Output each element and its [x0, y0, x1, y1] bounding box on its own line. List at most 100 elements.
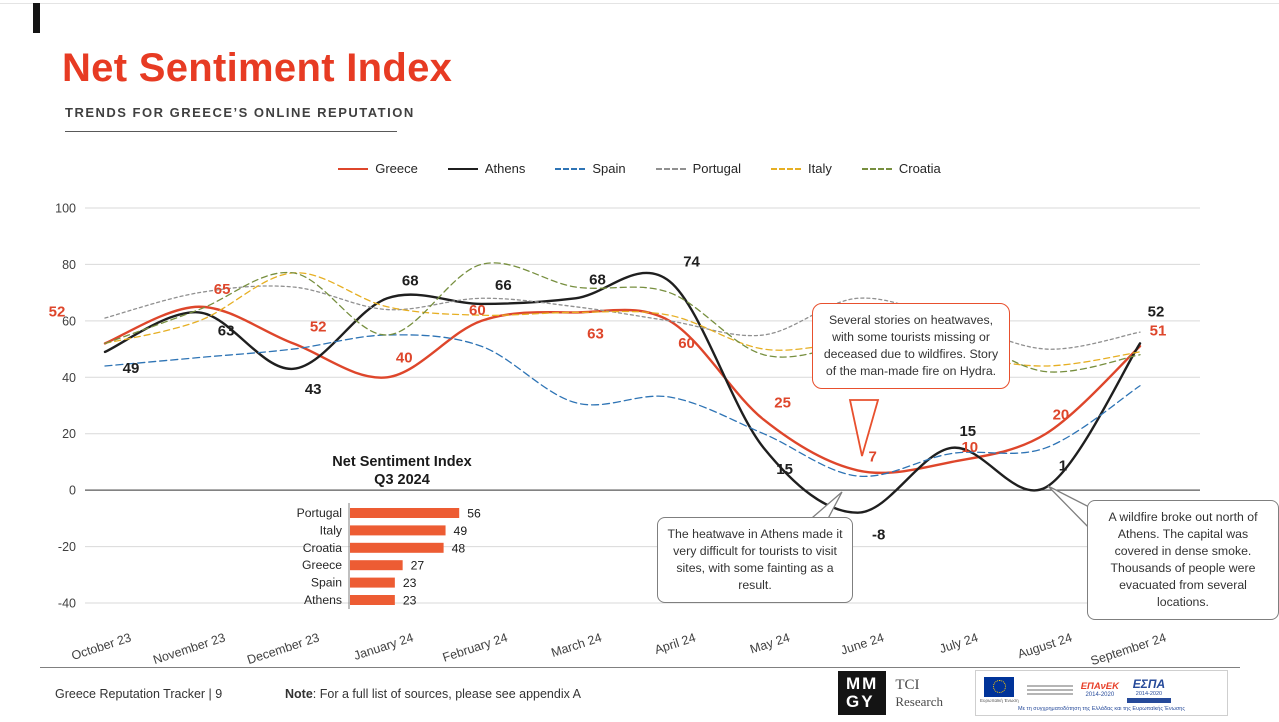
inset-value-spain: 23 [403, 576, 417, 590]
legend-label-spain: Spain [592, 161, 626, 176]
inset-category-greece: Greece [302, 558, 342, 572]
series-line-athens [103, 271, 1142, 514]
footer-page-label: Greece Reputation Tracker | 9 [55, 687, 223, 701]
x-tick-label: April 24 [653, 631, 698, 657]
mmgy-logo-bottom: GY [846, 692, 875, 711]
inset-value-greece: 27 [411, 559, 425, 573]
x-tick-label: March 24 [549, 631, 603, 660]
point-label-athens: 52 [1148, 303, 1165, 320]
footer-note: Note: For a full list of sources, please… [285, 687, 581, 701]
footer-divider [40, 667, 1240, 668]
eu-cofunding-text: Με τη συγχρηματοδότηση της Ελλάδας και τ… [1017, 706, 1185, 712]
legend-item-spain: Spain [555, 161, 626, 176]
point-label-athens: 43 [305, 381, 322, 398]
legend-swatch-portugal [655, 167, 686, 170]
legend-label-athens: Athens [484, 161, 526, 176]
point-label-greece: 60 [469, 302, 486, 319]
inset-bar-athens [350, 595, 395, 605]
y-tick-label: 40 [62, 371, 76, 385]
y-tick-label: 20 [62, 427, 76, 441]
legend-swatch-greece [338, 167, 369, 170]
point-label-athens: 68 [589, 271, 606, 288]
inset-bar-greece [350, 560, 403, 571]
y-tick-label: -40 [58, 597, 76, 611]
tci-logo-top: TCI [895, 676, 920, 693]
eu-stars-icon [992, 680, 1006, 693]
y-tick-label: 80 [62, 258, 76, 272]
inset-value-croatia: 48 [452, 541, 466, 555]
point-label-greece: 7 [869, 448, 877, 465]
inset-value-italy: 49 [454, 524, 468, 538]
y-tick-label: 0 [69, 484, 76, 498]
corner-mark [33, 3, 40, 33]
x-tick-label: June 24 [839, 631, 886, 658]
legend-item-greece: Greece [338, 161, 418, 176]
series-line-croatia [104, 262, 1141, 373]
mmgy-tci-logo: MM GY TCI Research [838, 671, 943, 715]
inset-title-line2: Q3 2024 [374, 472, 430, 488]
point-label-greece: 25 [774, 395, 791, 412]
point-label-athens: 63 [218, 322, 235, 339]
x-tick-label: February 24 [441, 631, 509, 665]
footer-note-label: Note [285, 687, 313, 701]
tci-logo-bottom: Research [895, 693, 943, 709]
y-tick-label: 60 [62, 314, 76, 328]
eu-funding-logos: Ευρωπαϊκή Ένωση ΕΠΑνΕΚ 2014-2020 ΕΣΠΑ 20… [975, 670, 1228, 716]
point-label-greece: 40 [396, 349, 413, 366]
subtitle-underline [65, 131, 397, 132]
epanek-name: ΕΠΑνΕΚ [1080, 681, 1119, 692]
legend-item-athens: Athens [447, 161, 526, 176]
inset-category-spain: Spain [311, 576, 342, 590]
espa-bar [1126, 697, 1171, 703]
inset-bar-spain [350, 577, 395, 588]
x-tick-label: November 23 [151, 631, 227, 668]
inset-category-croatia: Croatia [303, 541, 343, 555]
espa-years: 2014-2020 [1135, 690, 1163, 697]
epanek-years: 2014-2020 [1085, 692, 1115, 698]
top-rule [0, 3, 1279, 4]
y-tick-label: 100 [55, 202, 76, 216]
callout-tail [848, 399, 880, 457]
inset-bar-croatia [350, 542, 444, 553]
hellenic-ministry-logo [1026, 684, 1073, 695]
legend-swatch-croatia [861, 167, 892, 170]
callout-athens-heatwave: The heatwave in Athens made it very diff… [657, 517, 853, 603]
legend-swatch-athens [447, 167, 478, 170]
point-label-athens: 49 [123, 360, 140, 377]
legend-item-portugal: Portugal [655, 161, 742, 176]
x-tick-label: May 24 [748, 631, 791, 657]
inset-category-portugal: Portugal [297, 506, 342, 520]
x-tick-label: July 24 [938, 631, 980, 657]
point-label-athens: 15 [776, 461, 793, 478]
page-subtitle: TRENDS FOR GREECE’S ONLINE REPUTATION [65, 105, 415, 120]
legend-label-portugal: Portugal [692, 161, 742, 176]
callout-heatwaves-text: Several stories on heatwaves, with some … [823, 313, 999, 378]
point-label-greece: 63 [587, 325, 604, 342]
callout-athens-heatwave-text: The heatwave in Athens made it very diff… [667, 527, 843, 592]
espa-logo: ΕΣΠΑ 2014-2020 [1126, 676, 1171, 703]
point-label-athens: 68 [402, 272, 419, 289]
callout-wildfire-text: A wildfire broke out north of Athens. Th… [1108, 510, 1258, 609]
inset-value-portugal: 56 [467, 507, 481, 521]
legend-item-italy: Italy [771, 161, 832, 176]
callout-wildfire: A wildfire broke out north of Athens. Th… [1087, 500, 1279, 620]
inset-title-line1: Net Sentiment Index [332, 454, 471, 470]
point-label-athens: 15 [959, 423, 976, 440]
footer-note-text: : For a full list of sources, please see… [312, 687, 581, 701]
callout-heatwaves: Several stories on heatwaves, with some … [812, 303, 1010, 389]
mmgy-logo-top: MM [846, 674, 879, 694]
inset-bar-italy [350, 525, 446, 536]
point-label-greece: 10 [961, 439, 978, 456]
legend-label-italy: Italy [808, 161, 832, 176]
mmgy-logo: MM GY [838, 671, 887, 715]
point-label-greece: 20 [1053, 407, 1070, 424]
espa-name: ΕΣΠΑ [1132, 676, 1166, 691]
series-line-spain [104, 334, 1141, 478]
point-label-greece: 51 [1150, 322, 1167, 339]
inset-value-athens: 23 [403, 594, 417, 608]
legend-swatch-spain [555, 167, 586, 170]
tci-research-logo: TCI Research [895, 671, 943, 715]
inset-bar-portugal [350, 508, 460, 518]
